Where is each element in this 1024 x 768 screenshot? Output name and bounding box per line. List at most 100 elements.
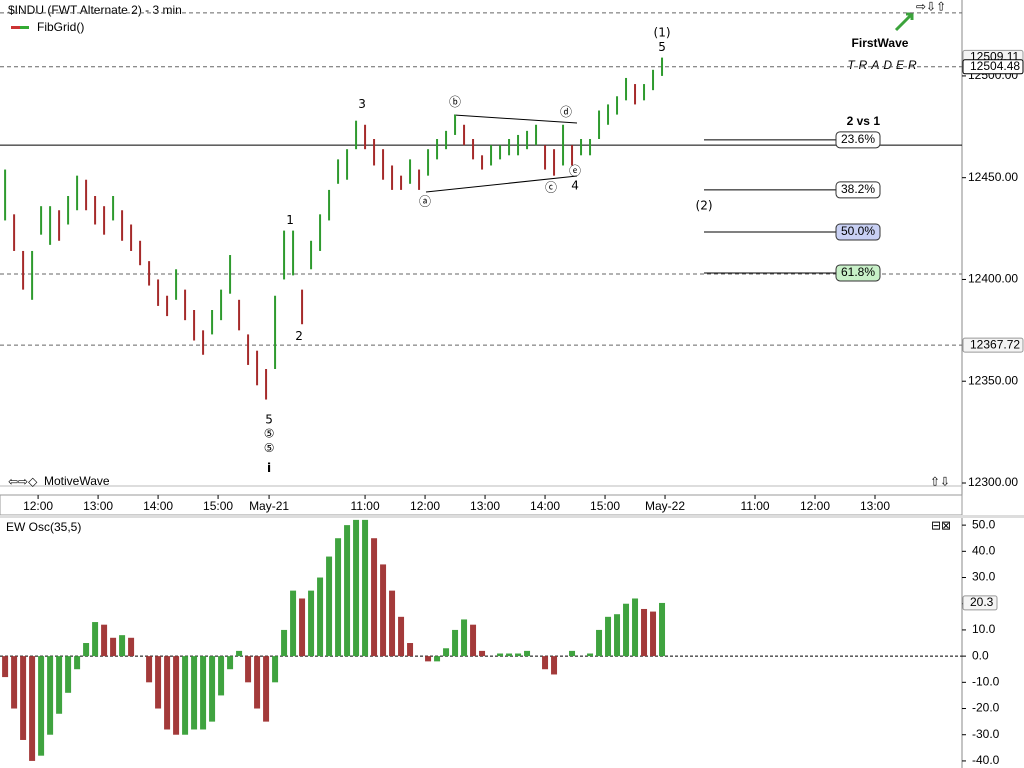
osc-bar <box>371 538 378 657</box>
osc-bar <box>326 556 333 657</box>
y-tick-label: -10.0 <box>972 674 1000 688</box>
fib-box <box>835 131 881 149</box>
nav-arrows[interactable]: ⇦⇨◇ <box>8 475 38 489</box>
y-tick-label: 12450.00 <box>968 170 1018 184</box>
x-tick-label: 13:00 <box>83 499 113 513</box>
study-icon <box>11 26 20 29</box>
osc-bar <box>506 653 513 657</box>
panel-separator <box>0 515 1024 518</box>
osc-bar <box>56 656 63 714</box>
osc-bar <box>614 614 621 657</box>
osc-bar <box>641 608 648 657</box>
wave-label: ⓒ <box>545 180 557 194</box>
wave-label: i <box>267 461 271 475</box>
osc-bar <box>425 656 432 662</box>
y-tick-label: 30.0 <box>972 570 996 584</box>
x-tick-label: May-21 <box>249 499 289 513</box>
panel-buttons[interactable]: ⊟⊠ <box>931 519 951 533</box>
nav-arrows[interactable]: ⇧⇩ <box>930 475 950 489</box>
osc-bar <box>20 656 27 740</box>
y-tick-label: -40.0 <box>972 753 1000 767</box>
osc-bar <box>236 650 243 657</box>
osc-bar <box>605 616 612 657</box>
wave-label: ⓓ <box>560 105 572 119</box>
osc-bar <box>65 656 72 693</box>
trendline <box>453 114 578 124</box>
wave-label: ⑤ <box>264 427 275 441</box>
logo: FirstWave <box>852 36 909 50</box>
y-tick-label: 12300.00 <box>968 475 1018 489</box>
osc-bar <box>632 598 639 657</box>
price-marker-label: 12504.48 <box>970 59 1020 73</box>
osc-bar <box>47 656 54 735</box>
osc-bar <box>182 656 189 735</box>
price-marker <box>962 59 1024 75</box>
osc-bar <box>470 624 477 657</box>
osc-bar <box>479 650 486 657</box>
osc-bar <box>551 656 558 675</box>
x-tick-label: 15:00 <box>590 499 620 513</box>
x-tick-label: 13:00 <box>860 499 890 513</box>
osc-bar <box>596 629 603 657</box>
osc-bar <box>317 577 324 657</box>
wave-label: 3 <box>358 97 366 111</box>
y-tick-label: 50.0 <box>972 517 996 531</box>
logo-arrow <box>894 12 914 32</box>
study-icon <box>20 26 29 29</box>
wave-label: 4 <box>571 178 579 192</box>
osc-bar <box>254 656 261 709</box>
x-tick-label: 12:00 <box>800 499 830 513</box>
y-tick-label: -30.0 <box>972 727 1000 741</box>
panel-title: EW Osc(35,5) <box>6 520 81 534</box>
wave-label: (2) <box>696 199 713 213</box>
osc-bar <box>587 653 594 657</box>
y-tick-label: 40.0 <box>972 543 996 557</box>
fib-box <box>835 264 881 282</box>
osc-bar <box>173 656 180 735</box>
x-tick-label: 11:00 <box>740 499 769 513</box>
osc-bar <box>452 629 459 657</box>
osc-bar <box>398 616 405 657</box>
osc-bar <box>353 519 360 657</box>
osc-bar <box>569 650 576 657</box>
osc-bar <box>128 637 135 657</box>
x-tick-label: May-22 <box>645 499 685 513</box>
fib-label: 61.8% <box>841 265 875 279</box>
y-tick-label: 12350.00 <box>968 373 1018 387</box>
osc-bar <box>272 656 279 683</box>
osc-bar <box>659 602 666 657</box>
osc-bar <box>389 590 396 657</box>
osc-bar <box>155 656 162 709</box>
fib-label: 38.2% <box>841 182 875 196</box>
osc-bar <box>2 656 9 678</box>
study-label: FibGrid() <box>37 20 84 34</box>
wave-label: ⓔ <box>569 164 581 178</box>
osc-bar <box>191 656 198 730</box>
osc-bar <box>29 656 36 761</box>
osc-bar <box>209 656 216 722</box>
x-tick-label: 15:00 <box>203 499 233 513</box>
y-tick-label: 12400.00 <box>968 272 1018 286</box>
x-tick-label: 12:00 <box>23 499 53 513</box>
fib-label: 50.0% <box>841 224 875 238</box>
osc-bar <box>119 635 126 657</box>
price-marker-label: 12367.72 <box>970 337 1020 351</box>
branding: MotiveWave <box>44 474 110 488</box>
wave-label: ⑤ <box>264 441 275 455</box>
osc-bar <box>290 590 297 657</box>
osc-bar <box>245 656 252 683</box>
osc-bar <box>497 653 504 657</box>
osc-bar <box>650 611 657 657</box>
fib-box <box>835 223 881 241</box>
wave-label: 1 <box>286 213 294 227</box>
osc-bar <box>83 643 90 657</box>
osc-bar <box>407 643 414 657</box>
x-tick-label: 13:00 <box>470 499 500 513</box>
x-tick-label: 11:00 <box>350 499 379 513</box>
osc-bar <box>299 598 306 657</box>
price-marker <box>962 337 1024 353</box>
osc-bar <box>200 656 207 730</box>
panel-buttons[interactable]: ⇨⇩⇧ <box>916 0 946 14</box>
osc-bar <box>461 619 468 657</box>
